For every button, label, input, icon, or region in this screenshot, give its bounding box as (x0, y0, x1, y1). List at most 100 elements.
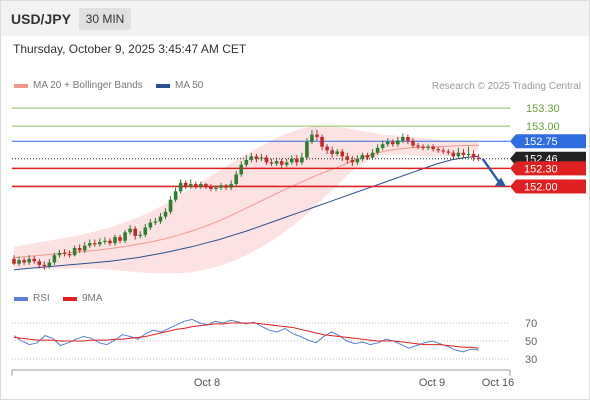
candle-body (209, 186, 213, 189)
candle-body (375, 147, 380, 153)
candle-body (93, 243, 97, 245)
candle-body (471, 153, 476, 158)
rsi-series-9ma (13, 322, 479, 349)
candle-body (188, 184, 193, 187)
candle-body (300, 157, 304, 163)
level-label-153.00: 153.00 (526, 121, 560, 133)
candle-body (305, 141, 309, 158)
candle-body (168, 199, 173, 212)
candle-body (173, 191, 178, 200)
candle-body (72, 248, 77, 256)
candle-body (441, 150, 446, 152)
candle-body (113, 237, 117, 244)
header-bar: USD/JPY 30 MIN (1, 1, 589, 36)
bollinger-band (14, 126, 479, 274)
candle-body (98, 241, 102, 245)
candle-body (330, 150, 334, 154)
rsi-tick-70: 70 (525, 318, 537, 330)
level-label-152.30: 152.30 (524, 163, 558, 175)
candle-body (406, 137, 410, 141)
candle-body (194, 184, 198, 187)
candle-body (143, 227, 148, 235)
level-label-box-152.75 (516, 134, 586, 149)
candle-body (17, 260, 21, 264)
candle-body (52, 255, 57, 263)
candle-body (284, 162, 289, 165)
candle-body (224, 185, 228, 188)
candle-body (476, 157, 481, 159)
candle-body (219, 185, 223, 188)
candle-body (103, 240, 107, 242)
candle-body (47, 262, 52, 267)
candle-body (133, 228, 137, 236)
x-tick-oct-16: Oct 16 (482, 377, 514, 389)
candle-body (264, 157, 269, 163)
candle-body (199, 184, 203, 187)
candle-body (390, 141, 395, 145)
candle-body (82, 245, 87, 251)
candle-body (37, 261, 42, 265)
candle-body (456, 152, 461, 157)
ma20-legend-label: MA 20 + Bollinger Bands (33, 80, 143, 91)
level-label-153.30: 153.30 (526, 103, 560, 115)
candle-body (42, 264, 47, 267)
forecast-arrow-shaft (481, 158, 501, 185)
candle-body (138, 234, 143, 236)
candle-body (27, 258, 31, 263)
candle-body (67, 254, 72, 256)
candle-body (204, 184, 208, 187)
rsi-legend-label: RSI (33, 293, 50, 304)
candle-body (274, 161, 279, 164)
candle-body (178, 182, 183, 192)
ma20-legend-swatch (14, 84, 28, 88)
rsi-panel: 70 50 30 (12, 318, 537, 366)
level-label-box-152.30 (516, 161, 586, 176)
candle-body (461, 152, 466, 156)
candle-body (183, 182, 188, 187)
level-label-pointer-152.75 (510, 134, 516, 149)
candle-body (345, 156, 350, 160)
ma50-legend-swatch (156, 84, 170, 88)
candle-body (320, 137, 324, 147)
candle-body (385, 141, 390, 145)
rsi-tick-50: 50 (525, 336, 537, 348)
candle-body (325, 146, 329, 151)
candle-body (254, 156, 259, 159)
candle-body (466, 153, 471, 156)
candle-body (148, 222, 153, 228)
candle-body (269, 162, 274, 164)
candle-body (411, 140, 415, 146)
candle-body (229, 184, 233, 188)
candle-body (370, 152, 375, 158)
candle-body (289, 158, 294, 163)
level-label-152.00: 152.00 (524, 181, 558, 193)
level-label-pointer-152.46 (510, 151, 516, 166)
candle-body (108, 240, 112, 244)
rsi-legend-swatch (14, 297, 28, 301)
candle-body (421, 146, 425, 148)
candle-body (401, 137, 405, 141)
candle-body (163, 211, 168, 217)
candle-body (360, 155, 365, 159)
candle-body (118, 237, 122, 241)
candle-body (340, 151, 345, 157)
candle-body (355, 158, 360, 163)
level-label-pointer-152.30 (510, 161, 516, 176)
candle-body (22, 260, 26, 263)
timestamp: Thursday, October 9, 2025 3:45:47 AM CET (13, 42, 247, 56)
candle-body (62, 252, 67, 255)
timeframe-badge[interactable]: 30 MIN (79, 8, 131, 30)
ma50-line (13, 155, 479, 271)
candle-body (431, 146, 435, 150)
candle-body (153, 221, 158, 223)
candle-body (295, 158, 299, 163)
candle-body (335, 151, 339, 154)
candle-body (365, 155, 370, 158)
candle-body (158, 216, 163, 222)
x-tick-oct-9: Oct 9 (419, 377, 445, 389)
rsi-series-rsi (13, 318, 479, 353)
candle-body (249, 156, 254, 160)
candle-body (12, 258, 16, 264)
